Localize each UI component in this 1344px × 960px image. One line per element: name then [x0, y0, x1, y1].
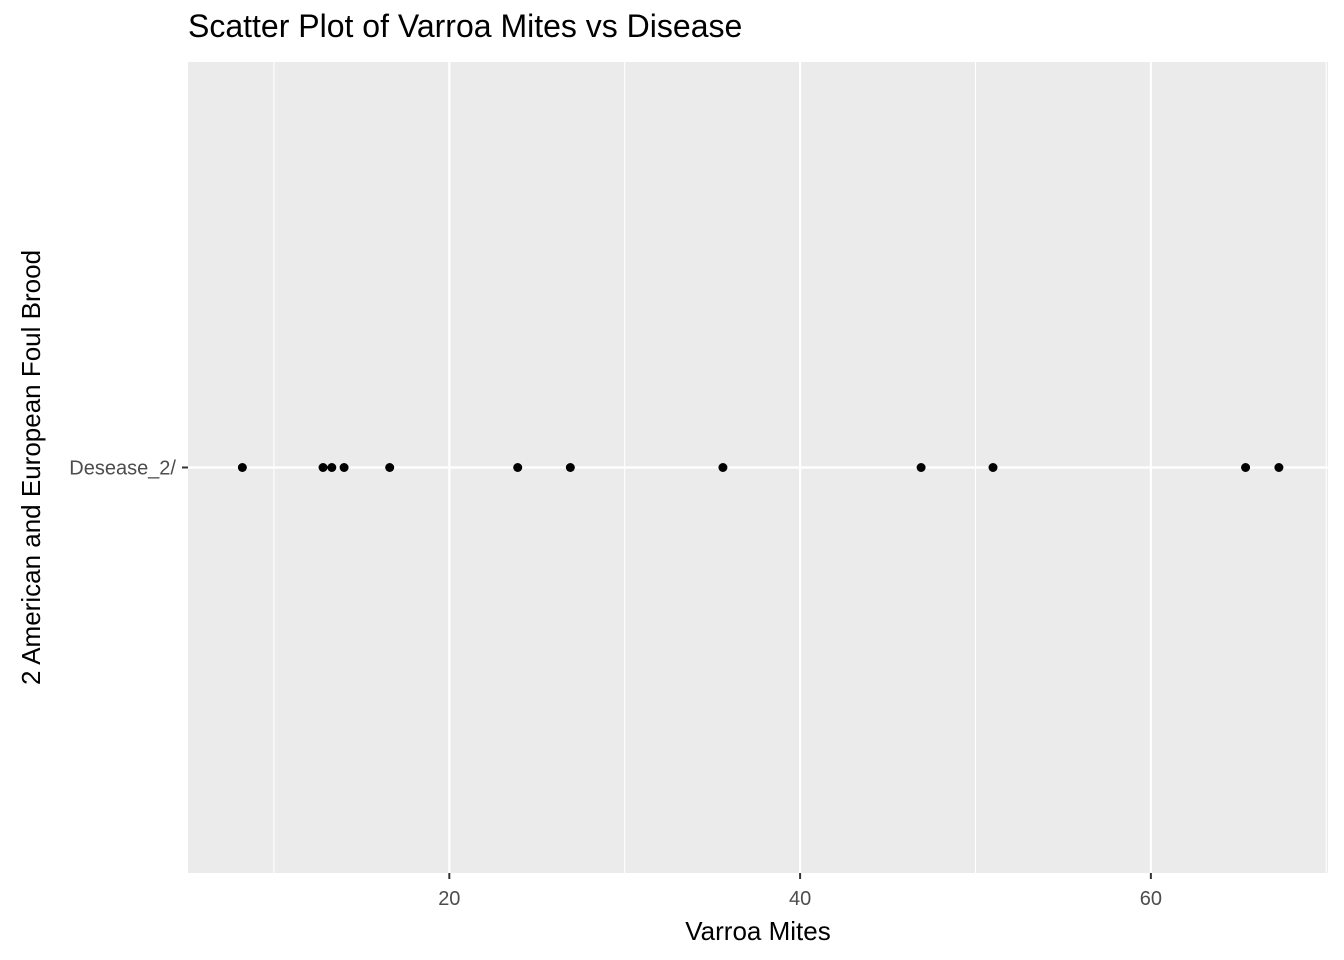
data-point — [565, 463, 575, 472]
y-tick-label: Desease_2/ — [69, 458, 176, 480]
data-point — [513, 463, 523, 472]
data-point — [916, 463, 926, 472]
chart-title: Scatter Plot of Varroa Mites vs Disease — [188, 8, 743, 44]
data-points — [237, 463, 1284, 472]
x-tick-label: 60 — [1140, 888, 1162, 910]
x-axis: 20 40 60 — [438, 873, 1162, 910]
data-point — [339, 463, 349, 472]
data-point — [327, 463, 337, 472]
data-point — [988, 463, 998, 472]
data-point — [1241, 463, 1251, 472]
x-axis-title: Varroa Mites — [685, 916, 830, 946]
x-tick-label: 20 — [438, 888, 460, 910]
data-point — [1274, 463, 1284, 472]
major-gridlines — [188, 62, 1328, 873]
y-axis-title: 2 American and European Foul Brood — [16, 250, 46, 685]
x-tick-label: 40 — [789, 888, 811, 910]
y-axis: Desease_2/ — [69, 458, 188, 480]
data-point — [237, 463, 247, 472]
data-point — [385, 463, 395, 472]
data-point — [318, 463, 328, 472]
data-point — [718, 463, 728, 472]
